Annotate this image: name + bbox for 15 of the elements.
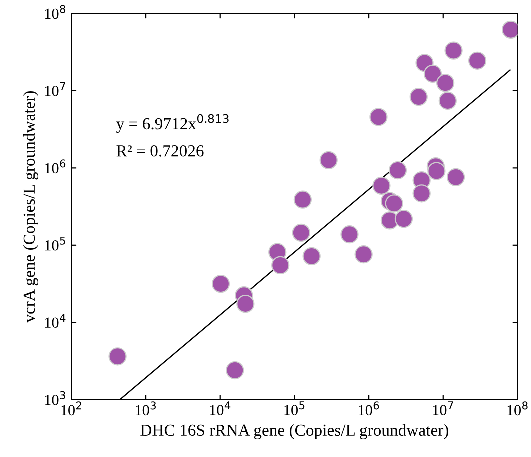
y-tick-label: 10$^{8}$ bbox=[45, 5, 66, 20]
annotation: R² = 0.72026 bbox=[116, 146, 204, 157]
x-tick-label: 10$^{3}$ bbox=[136, 402, 156, 416]
x-tick-label: 10$^{6}$ bbox=[359, 402, 380, 416]
y-tick-label: 10$^{5}$ bbox=[45, 236, 66, 251]
x-tick-label: 10$^{5}$ bbox=[284, 402, 305, 416]
x-tick-label: 10$^{8}$ bbox=[508, 402, 528, 416]
x-axis-title: DHC 16S rRNA gene (Copies/L groundwater) bbox=[140, 424, 448, 440]
y-tick-label: 10$^{4}$ bbox=[45, 314, 66, 328]
y-tick-label: 10$^{7}$ bbox=[45, 82, 66, 96]
x-tick-label: 10$^{4}$ bbox=[210, 402, 231, 416]
y-axis-title: vcrA gene (Copies/L groundwater) bbox=[23, 91, 39, 323]
y-tick-label: 10$^{6}$ bbox=[45, 160, 66, 174]
annotation: y = 6.9712x$^{0.813}$ bbox=[116, 114, 229, 134]
x-tick-label: 10$^{7}$ bbox=[433, 402, 454, 416]
